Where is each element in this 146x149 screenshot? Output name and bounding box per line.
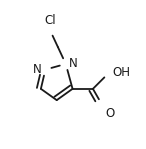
Text: O: O <box>105 107 115 120</box>
Text: N: N <box>33 63 42 76</box>
Text: Cl: Cl <box>44 14 56 27</box>
Text: OH: OH <box>112 66 130 79</box>
Text: N: N <box>69 57 78 70</box>
